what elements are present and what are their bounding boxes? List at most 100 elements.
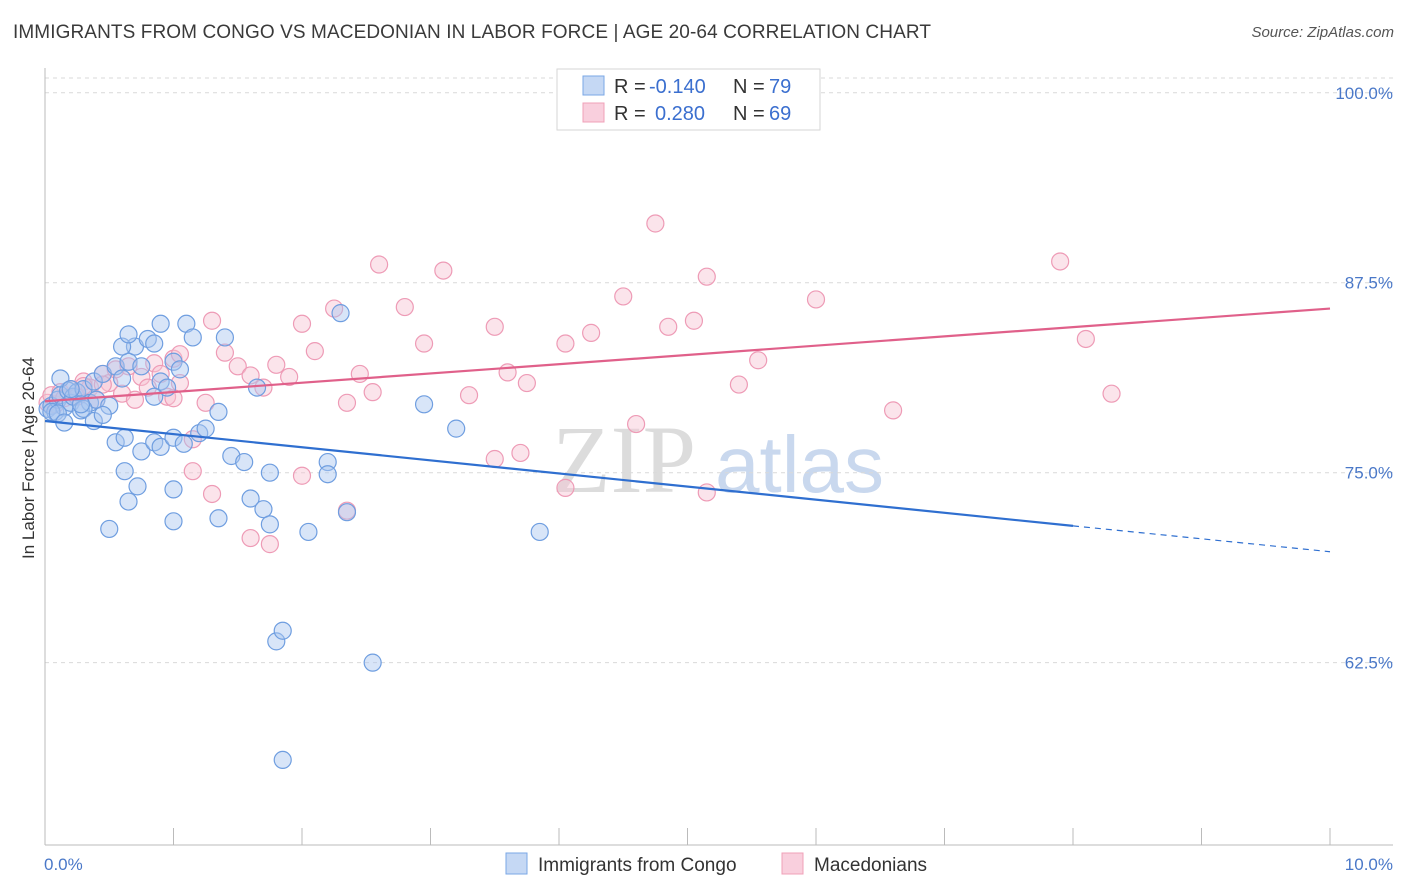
bottom-legend-congo: Immigrants from Congo xyxy=(538,855,737,876)
macedonians-point-35 xyxy=(337,393,357,412)
macedonians-point-49 xyxy=(626,414,646,434)
legend-r-value-1: -0.140 xyxy=(649,76,706,98)
congo-point-34 xyxy=(61,380,80,399)
x-tick-labels: 0.0% 10.0% xyxy=(44,855,1393,874)
x-tick-label-1: 10.0% xyxy=(1345,855,1393,874)
congo-point-47 xyxy=(209,402,228,422)
legend: R = -0.140 N = 79 R = 0.280 N = 69 xyxy=(556,68,821,131)
chart-title: IMMIGRANTS FROM CONGO VS MACEDONIAN IN L… xyxy=(13,22,932,43)
series-macedonians xyxy=(38,214,1121,554)
congo-point-38 xyxy=(106,433,125,452)
watermark-atlas: atlas xyxy=(715,420,884,509)
trend-lines xyxy=(44,307,1331,553)
macedonians-point-32 xyxy=(292,314,312,333)
congo-point-39 xyxy=(115,428,134,447)
macedonians-point-64 xyxy=(170,345,190,364)
congo-point-32 xyxy=(151,314,170,333)
congo-point-75 xyxy=(331,304,350,323)
congo-point-60 xyxy=(215,328,234,347)
x-tick-label-0: 0.0% xyxy=(44,855,83,874)
congo-point-58 xyxy=(209,509,228,528)
trend-line-macedonians xyxy=(44,307,1331,403)
watermark-zip: ZIP xyxy=(552,406,696,513)
macedonians-point-24 xyxy=(196,393,215,412)
y-tick-label-0: 62.5% xyxy=(1345,654,1393,673)
macedonians-point-38 xyxy=(370,255,389,274)
macedonians-point-74 xyxy=(697,483,716,502)
legend-n-value-2: 69 xyxy=(769,103,791,125)
congo-point-21 xyxy=(132,357,151,376)
macedonians-point-48 xyxy=(614,287,633,306)
y-tick-label-2: 87.5% xyxy=(1345,274,1393,293)
congo-point-53 xyxy=(115,462,134,481)
macedonians-point-51 xyxy=(659,317,678,336)
macedonians-point-33 xyxy=(305,342,324,361)
macedonians-point-57 xyxy=(883,401,903,420)
legend-r-value-2: 0.280 xyxy=(655,103,705,125)
congo-point-66 xyxy=(267,632,286,651)
y-tick-label-1: 75.0% xyxy=(1345,464,1393,483)
congo-point-54 xyxy=(128,477,147,496)
macedonians-point-26 xyxy=(215,343,234,362)
congo-point-76 xyxy=(414,395,434,414)
congo-point-44 xyxy=(174,434,193,453)
legend-n-label-1: N = xyxy=(733,76,765,98)
axes xyxy=(44,68,1393,846)
congo-point-63 xyxy=(299,522,318,542)
congo-point-61 xyxy=(247,378,267,397)
macedonians-point-29 xyxy=(254,378,273,397)
macedonians-point-68 xyxy=(260,535,279,554)
congo-point-70 xyxy=(42,402,61,422)
macedonians-point-41 xyxy=(434,261,453,280)
legend-r-label-1: R = xyxy=(614,76,646,98)
y-tick-label-3: 100.0% xyxy=(1335,84,1393,103)
bottom-legend: Immigrants from Congo Macedonians xyxy=(505,852,927,876)
congo-point-46 xyxy=(196,419,215,438)
macedonians-point-54 xyxy=(729,375,749,394)
macedonians-point-43 xyxy=(485,317,504,336)
macedonians-point-52 xyxy=(684,311,704,330)
macedonians-point-30 xyxy=(267,355,286,374)
congo-point-42 xyxy=(151,437,170,456)
congo-point-79 xyxy=(318,465,337,484)
congo-point-69 xyxy=(273,750,292,770)
congo-point-74 xyxy=(145,387,164,406)
congo-point-77 xyxy=(447,419,466,438)
congo-point-51 xyxy=(254,500,273,519)
macedonians-point-65 xyxy=(183,462,202,481)
macedonians-point-50 xyxy=(646,214,665,233)
macedonians-point-73 xyxy=(556,478,575,497)
macedonians-point-63 xyxy=(164,389,183,408)
y-axis-title: In Labor Force | Age 20-64 xyxy=(19,357,38,559)
congo-point-67 xyxy=(273,621,292,640)
congo-point-57 xyxy=(164,480,183,499)
macedonians-point-47 xyxy=(582,323,601,342)
congo-point-29 xyxy=(183,328,202,347)
macedonians-point-39 xyxy=(395,297,414,317)
macedonians-point-56 xyxy=(806,290,826,309)
legend-n-label-2: N = xyxy=(733,103,765,125)
macedonians-point-67 xyxy=(241,528,260,548)
bottom-legend-swatch-pink xyxy=(781,852,804,875)
bottom-legend-swatch-blue xyxy=(505,852,528,875)
macedonians-point-40 xyxy=(414,334,434,353)
macedonians-point-27 xyxy=(228,357,247,376)
bottom-legend-macedonians: Macedonians xyxy=(814,855,927,876)
congo-point-40 xyxy=(132,442,151,461)
macedonians-point-25 xyxy=(202,311,222,330)
congo-point-49 xyxy=(235,452,254,472)
y-tick-labels: 62.5% 75.0% 87.5% 100.0% xyxy=(1335,84,1393,673)
legend-r-label-2: R = xyxy=(614,103,646,125)
congo-point-64 xyxy=(337,503,357,522)
trend-line-congo xyxy=(44,419,1074,527)
macedonians-point-31 xyxy=(280,367,299,387)
legend-n-value-1: 79 xyxy=(769,76,791,98)
macedonians-point-71 xyxy=(485,449,504,469)
congo-point-52 xyxy=(260,515,279,534)
congo-point-23 xyxy=(145,334,164,353)
macedonians-point-59 xyxy=(1076,329,1095,349)
macedonians-point-69 xyxy=(292,466,312,485)
congo-point-37 xyxy=(93,405,112,425)
congo-point-56 xyxy=(164,512,183,531)
